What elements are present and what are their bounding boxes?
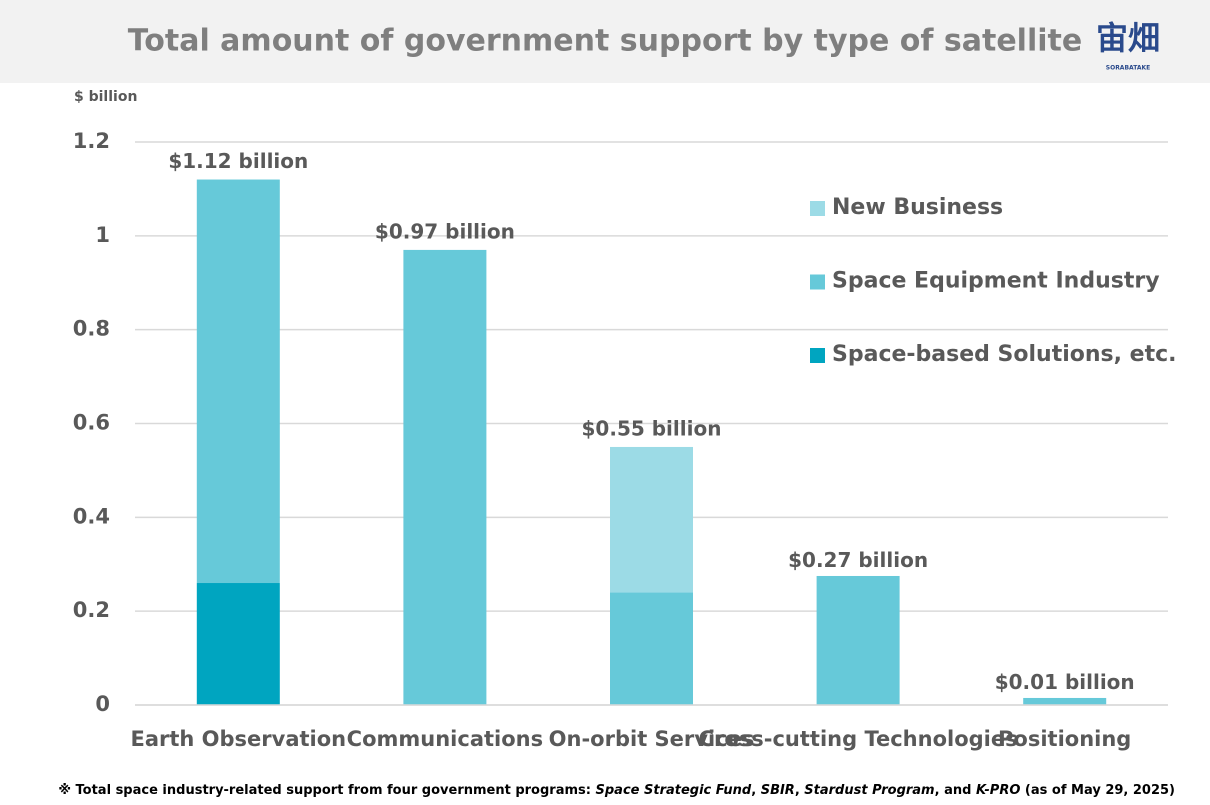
legend-label: New Business — [832, 195, 1003, 220]
bar-segment — [816, 575, 900, 705]
total-label: $0.01 billion — [995, 670, 1135, 694]
x-tick-label: Earth Observation — [130, 727, 346, 751]
total-label: $0.27 billion — [788, 548, 928, 572]
y-tick-label: 0.4 — [73, 504, 110, 528]
total-label: $0.55 billion — [582, 416, 722, 440]
footnote-part: ※ Total space industry-related support f… — [58, 783, 595, 798]
legend-swatch — [810, 348, 825, 363]
logo: 宙畑 — [1096, 19, 1160, 57]
footnote-part: Space Strategic Fund — [596, 783, 752, 798]
footnote-part: K-PRO — [976, 783, 1020, 798]
footnote-part: SBIR — [761, 783, 795, 798]
y-axis-label: $ billion — [74, 89, 137, 105]
bar-segment — [403, 249, 487, 706]
bar-segment — [1023, 697, 1107, 705]
y-tick-label: 1 — [95, 223, 110, 247]
y-tick-label: 0.8 — [73, 317, 110, 341]
bar-segment — [196, 583, 280, 705]
legend-swatch — [810, 274, 825, 290]
total-label: $0.97 billion — [375, 219, 515, 243]
footnote-part: , — [795, 783, 804, 798]
header-band — [0, 0, 1210, 83]
footnote-part: , and — [935, 783, 976, 798]
legend-label: Space-based Solutions, etc. — [832, 342, 1177, 367]
x-tick-label: Positioning — [998, 727, 1131, 751]
bar-segment — [196, 179, 280, 584]
x-tick-label: Communications — [347, 727, 543, 751]
logo-subtitle: SORABATAKE — [1106, 65, 1150, 72]
y-tick-label: 0.2 — [73, 598, 110, 622]
x-tick-label: On-orbit Services — [549, 727, 755, 751]
bar-segment — [610, 446, 693, 593]
bar-segment — [610, 592, 693, 705]
footnote-part: (as of May 29, 2025) — [1020, 783, 1175, 798]
legend-label: Space Equipment Industry — [832, 269, 1160, 294]
y-tick-label: 1.2 — [73, 129, 110, 153]
chart-title: Total amount of government support by ty… — [128, 24, 1082, 59]
legend-swatch — [810, 201, 825, 216]
footnote-part: Stardust Program — [804, 783, 934, 798]
footnote: ※ Total space industry-related support f… — [58, 783, 1175, 798]
y-tick-label: 0.6 — [73, 411, 110, 435]
y-tick-label: 0 — [95, 692, 110, 716]
footnote-part: , — [751, 783, 760, 798]
x-tick-label: Cross-cutting Technologies — [699, 727, 1018, 751]
total-label: $1.12 billion — [168, 149, 308, 173]
